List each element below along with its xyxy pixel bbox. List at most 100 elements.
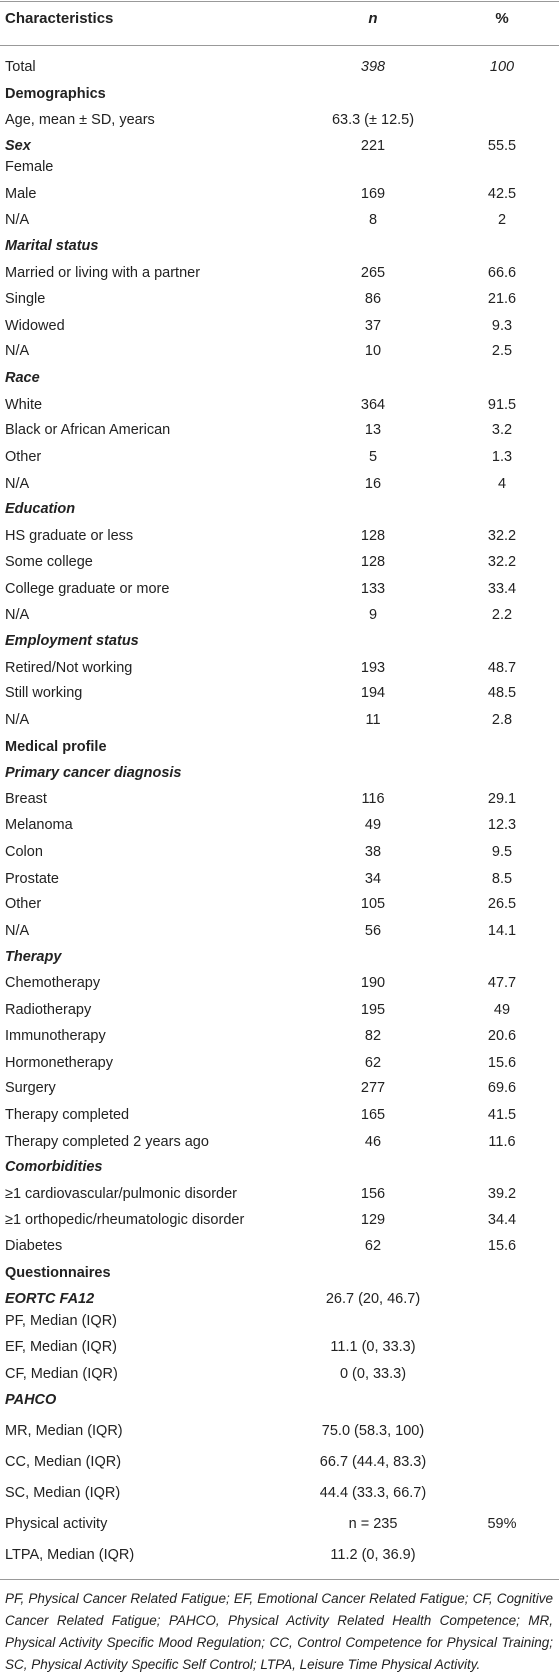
n-cell: 364: [360, 396, 386, 413]
table-row: N/A 9 2.2: [0, 604, 559, 626]
table-row: Employment status: [0, 630, 559, 652]
row-label: EF, Median (IQR): [5, 1339, 117, 1356]
table-row: Therapy: [0, 946, 559, 968]
top-rule: [0, 1, 559, 2]
n-cell: 9: [368, 606, 378, 623]
n-cell: 277: [360, 1080, 386, 1097]
pct-cell: 21.6: [487, 291, 517, 308]
table-row: EF, Median (IQR) 11.1 (0, 33.3): [0, 1336, 559, 1358]
n-cell: 193: [360, 659, 386, 676]
row-label: Still working: [5, 685, 83, 702]
table-row: Breast 116 29.1: [0, 788, 559, 810]
pct-cell: 4: [497, 475, 507, 492]
row-label: Radiotherapy: [5, 1001, 92, 1018]
n-cell: 10: [364, 343, 382, 360]
row-label: Medical profile: [5, 738, 107, 755]
n-cell: 195: [360, 1001, 386, 1018]
table-row: Prostate 34 8.5: [0, 868, 559, 890]
table-row: N/A 10 2.5: [0, 340, 559, 362]
n-cell: 116: [361, 790, 385, 807]
row-label: Widowed: [5, 317, 65, 334]
row-label: EORTC FA12: [5, 1291, 95, 1308]
row-label: PAHCO: [5, 1392, 57, 1409]
table-row: N/A 56 14.1: [0, 920, 559, 942]
n-cell: 56: [364, 922, 382, 939]
n-cell: 11.1 (0, 33.3): [330, 1339, 416, 1356]
row-label: SC, Median (IQR): [5, 1485, 121, 1502]
pct-cell: 33.4: [487, 580, 517, 597]
n-cell: 62: [364, 1054, 382, 1071]
row-label: Other: [5, 896, 42, 913]
table-row: Education: [0, 498, 559, 520]
pct-cell: 41.5: [487, 1107, 517, 1124]
table-row: Physical activity n = 235 59%: [0, 1513, 559, 1535]
pct-cell: 32.2: [487, 527, 517, 544]
table-row: Other 5 1.3: [0, 446, 559, 468]
n-cell: 105: [360, 896, 386, 913]
n-cell: 49: [364, 817, 382, 834]
row-label: N/A: [5, 212, 30, 229]
pct-cell: 48.5: [487, 685, 517, 702]
table-row: Other 105 26.5: [0, 893, 559, 915]
n-cell: 11.2 (0, 36.9): [330, 1546, 416, 1563]
pct-cell: 26.5: [487, 896, 517, 913]
table-row: Colon 38 9.5: [0, 841, 559, 863]
table-row: CC, Median (IQR) 66.7 (44.4, 83.3): [0, 1451, 559, 1473]
pct-cell: 2.5: [491, 343, 513, 360]
row-label: N/A: [5, 711, 30, 728]
row-label: Therapy completed 2 years ago: [5, 1133, 209, 1150]
row-label: Chemotherapy: [5, 974, 101, 991]
n-cell: 169: [360, 185, 386, 202]
table-row: Race: [0, 367, 559, 389]
n-cell: 37: [364, 317, 382, 334]
table-row: SC, Median (IQR) 44.4 (33.3, 66.7): [0, 1482, 559, 1504]
pct-cell: 20.6: [487, 1028, 517, 1045]
table-row: Male 169 42.5: [0, 183, 559, 205]
n-cell: 46: [364, 1133, 382, 1150]
row-label: Race: [5, 370, 40, 387]
row-label: Male: [5, 185, 37, 202]
table-row: Married or living with a partner 265 66.6: [0, 262, 559, 284]
pct-cell: 32.2: [487, 554, 517, 571]
pct-cell: 59%: [487, 1516, 517, 1532]
row-label: Prostate: [5, 870, 59, 887]
pct-cell: 9.3: [491, 317, 513, 334]
footnote: PF, Physical Cancer Related Fatigue; EF,…: [5, 1591, 553, 1672]
table-row: N/A 11 2.8: [0, 709, 559, 731]
row-label: Colon: [5, 844, 43, 860]
header-pct: %: [495, 10, 509, 27]
table-row: Therapy completed 2 years ago 46 11.6: [0, 1131, 559, 1153]
pct-cell: 39.2: [487, 1185, 517, 1202]
n-cell: 66.7 (44.4, 83.3): [319, 1454, 427, 1471]
row-label: Therapy: [5, 949, 62, 966]
pct-cell: 12.3: [487, 817, 517, 834]
row-label: Employment status: [5, 633, 139, 650]
table-row: Surgery 277 69.6: [0, 1077, 559, 1099]
bottom-rule: [0, 1579, 559, 1580]
row-label: College graduate or more: [5, 580, 170, 597]
pct-cell: 3.2: [491, 422, 513, 439]
row-label: Single: [5, 291, 46, 308]
row-label: CF, Median (IQR): [5, 1365, 118, 1382]
pct-cell: 9.5: [491, 844, 513, 860]
pct-cell: 48.7: [487, 659, 517, 676]
table-row: Single 86 21.6: [0, 288, 559, 310]
row-label: Total: [5, 59, 36, 76]
table-row: Comorbidities: [0, 1156, 559, 1178]
row-label: Primary cancer diagnosis: [5, 765, 182, 782]
table-row: ≥1 orthopedic/rheumatologic disorder 129 3…: [0, 1209, 559, 1231]
n-cell: 398: [360, 59, 386, 76]
n-cell: 75.0 (58.3, 100): [321, 1423, 425, 1440]
row-label: Therapy completed: [5, 1107, 130, 1124]
row-label: HS graduate or less: [5, 527, 134, 544]
table-row: Chemotherapy 190 47.7: [0, 972, 559, 994]
table-row: College graduate or more 133 33.4: [0, 578, 559, 600]
n-cell: 156: [360, 1185, 386, 1202]
pct-cell: 55.5: [487, 137, 517, 154]
pct-cell: 11.6: [488, 1133, 516, 1150]
table-row: Primary cancer diagnosis: [0, 762, 559, 784]
table-row: MR, Median (IQR) 75.0 (58.3, 100): [0, 1420, 559, 1442]
pct-cell: 47.7: [487, 974, 517, 991]
table-row: Still working 194 48.5: [0, 682, 559, 704]
header-rule: [0, 45, 559, 46]
